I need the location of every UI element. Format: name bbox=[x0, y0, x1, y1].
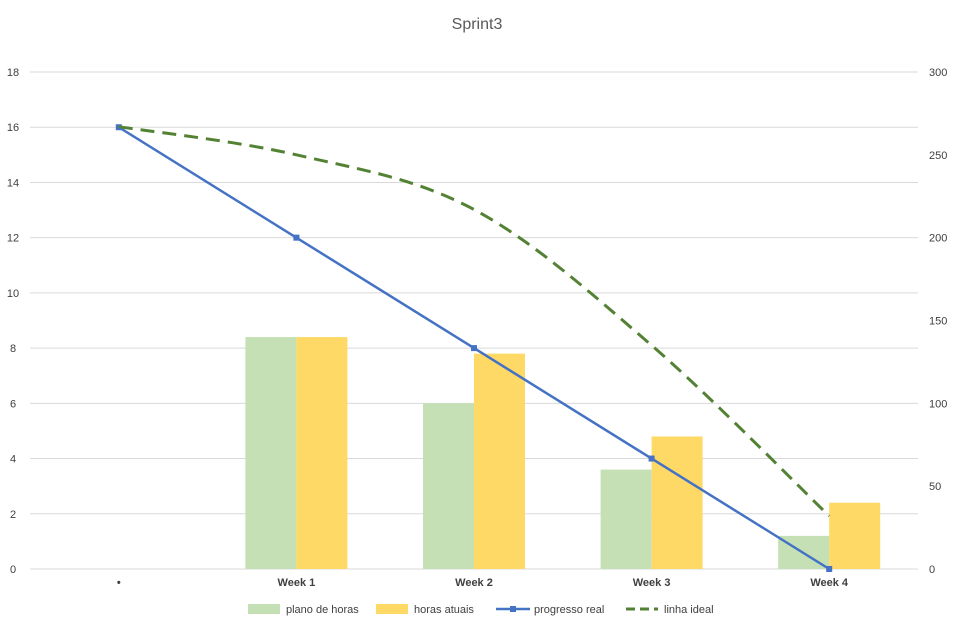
left-tick-label: 10 bbox=[7, 288, 19, 300]
bar bbox=[474, 353, 525, 569]
chart-title: Sprint3 bbox=[452, 16, 503, 33]
right-axis-ticks: 0 50 100 150 200 250 300 bbox=[929, 67, 947, 576]
bar bbox=[829, 502, 881, 569]
legend-label: plano de horas bbox=[286, 604, 359, 616]
left-tick-label: 18 bbox=[7, 67, 19, 79]
category-label: • bbox=[117, 577, 121, 589]
left-tick-label: 14 bbox=[7, 177, 19, 189]
progress-marker bbox=[826, 566, 833, 572]
category-label: Week 2 bbox=[455, 577, 493, 589]
right-tick-label: 300 bbox=[929, 67, 947, 79]
category-label: Week 1 bbox=[278, 577, 316, 589]
left-tick-label: 0 bbox=[10, 564, 16, 576]
bar bbox=[651, 436, 703, 569]
left-axis-ticks: 0 2 4 6 8 10 12 14 16 18 bbox=[7, 67, 19, 576]
category-labels: • Week 1 Week 2 Week 3 Week 4 bbox=[117, 577, 849, 589]
bar bbox=[296, 337, 348, 569]
legend-label: linha ideal bbox=[664, 604, 714, 616]
category-label: Week 3 bbox=[633, 577, 671, 589]
right-tick-label: 100 bbox=[929, 398, 947, 410]
legend: plano de horas horas atuais progresso real… bbox=[248, 604, 714, 616]
bar bbox=[245, 337, 297, 569]
right-tick-label: 200 bbox=[929, 233, 947, 245]
bar bbox=[600, 469, 652, 569]
left-tick-label: 6 bbox=[10, 398, 16, 410]
progress-marker bbox=[293, 234, 300, 241]
category-label: Week 4 bbox=[810, 577, 849, 589]
legend-label: horas atuais bbox=[414, 604, 474, 616]
right-tick-label: 0 bbox=[929, 564, 935, 576]
right-tick-label: 50 bbox=[929, 481, 941, 493]
left-tick-label: 16 bbox=[7, 122, 19, 134]
left-tick-label: 2 bbox=[10, 509, 16, 521]
legend-swatch bbox=[376, 604, 408, 614]
legend-swatch bbox=[248, 604, 280, 614]
left-tick-label: 12 bbox=[7, 233, 19, 245]
legend-marker bbox=[510, 606, 516, 612]
series-lines bbox=[115, 124, 833, 572]
left-tick-label: 4 bbox=[10, 454, 16, 466]
legend-label: progresso real bbox=[534, 604, 604, 616]
bar bbox=[423, 403, 474, 569]
progress-marker bbox=[648, 455, 655, 462]
progress-marker bbox=[471, 345, 477, 352]
ideal-line bbox=[118, 125, 831, 518]
bars bbox=[245, 337, 881, 569]
right-tick-label: 150 bbox=[929, 316, 947, 328]
right-tick-label: 250 bbox=[929, 150, 947, 162]
left-tick-label: 8 bbox=[10, 343, 16, 355]
